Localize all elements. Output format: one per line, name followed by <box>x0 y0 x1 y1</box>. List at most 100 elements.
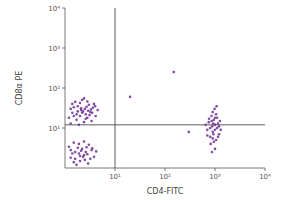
event-dot <box>73 161 76 164</box>
event-dot <box>84 108 87 111</box>
event-dot <box>211 137 214 140</box>
event-dot <box>214 116 217 119</box>
quadrant-line <box>115 8 116 168</box>
event-dot <box>208 117 211 120</box>
event-dot <box>219 129 222 132</box>
event-dot <box>211 111 214 114</box>
event-dot <box>86 153 89 156</box>
event-dot <box>74 101 77 104</box>
event-dot <box>173 71 176 74</box>
event-dot <box>78 143 81 146</box>
event-dot <box>215 139 218 142</box>
event-dot <box>213 108 216 111</box>
event-dot <box>71 103 74 106</box>
event-dot <box>79 160 82 163</box>
event-dot <box>94 115 97 118</box>
event-dot <box>88 104 91 107</box>
event-dot <box>80 107 83 110</box>
event-dot <box>84 117 87 120</box>
event-dot <box>93 103 96 106</box>
event-dot <box>90 120 93 123</box>
event-dot <box>218 133 221 136</box>
event-dot <box>74 151 77 154</box>
event-dot <box>76 110 79 113</box>
event-dot <box>69 156 72 159</box>
event-dot <box>88 114 91 117</box>
event-dot <box>91 111 94 114</box>
event-dot <box>83 140 86 143</box>
event-dot <box>210 120 213 123</box>
event-dot <box>84 159 87 162</box>
event-dot <box>75 164 78 167</box>
event-dot <box>209 143 212 146</box>
event-dot <box>79 102 82 105</box>
y-tick <box>62 88 65 89</box>
event-dot <box>218 125 221 128</box>
event-dot <box>78 152 81 155</box>
event-dot <box>219 120 222 123</box>
event-dot <box>217 122 220 125</box>
x-tick <box>215 168 216 171</box>
event-dot <box>86 100 89 103</box>
event-dot <box>129 96 132 99</box>
event-dot <box>212 133 215 136</box>
event-dot <box>78 124 81 127</box>
event-dot <box>214 148 217 151</box>
event-dot <box>91 147 94 150</box>
y-tick <box>62 48 65 49</box>
event-dot <box>68 116 71 119</box>
event-dot <box>211 131 214 134</box>
event-dot <box>215 113 218 116</box>
event-dot <box>73 106 76 109</box>
event-dot <box>211 151 214 154</box>
event-dot <box>217 136 220 139</box>
event-dot <box>75 119 78 122</box>
event-dot <box>84 113 87 116</box>
event-dot <box>206 129 209 132</box>
event-dot <box>83 121 86 124</box>
event-dot <box>89 157 92 160</box>
event-dot <box>85 105 88 108</box>
event-dot <box>87 162 90 165</box>
event-dot <box>79 155 82 158</box>
event-dot <box>90 108 93 111</box>
x-tick <box>115 168 116 171</box>
event-dot <box>204 124 207 127</box>
event-dot <box>94 105 97 108</box>
event-dot <box>209 127 212 130</box>
event-dot <box>206 134 209 137</box>
x-tick <box>265 168 266 171</box>
event-dot <box>212 122 215 125</box>
event-dot <box>68 145 71 148</box>
x-tick-label: 10³ <box>209 173 221 181</box>
event-dot <box>73 115 76 118</box>
event-dot <box>84 151 87 154</box>
event-dot <box>76 146 79 149</box>
chart: 10¹10²10³10⁴10¹10²10³10⁴CD4-FITCCD8α PE <box>0 0 300 200</box>
event-dot <box>210 115 213 118</box>
x-tick-label: 10⁴ <box>259 173 271 181</box>
y-tick <box>62 8 65 9</box>
event-dot <box>211 125 214 128</box>
event-dot <box>69 108 72 111</box>
event-dot <box>73 141 76 144</box>
event-dot <box>79 115 82 118</box>
event-dot <box>74 157 77 160</box>
event-dot <box>75 113 78 116</box>
event-dot <box>80 149 83 152</box>
y-tick-label: 10³ <box>48 45 60 53</box>
event-dot <box>207 121 210 124</box>
event-dot <box>214 129 217 132</box>
y-tick <box>62 128 65 129</box>
event-dot <box>215 105 218 108</box>
y-tick-label: 10⁴ <box>48 5 60 13</box>
event-dot <box>95 150 98 153</box>
event-dot <box>213 141 216 144</box>
x-tick <box>165 168 166 171</box>
event-dot <box>76 105 79 108</box>
event-dot <box>83 97 86 100</box>
event-dot <box>69 149 72 152</box>
plot-area <box>65 8 265 168</box>
event-dot <box>71 111 74 114</box>
event-dot <box>209 136 212 139</box>
